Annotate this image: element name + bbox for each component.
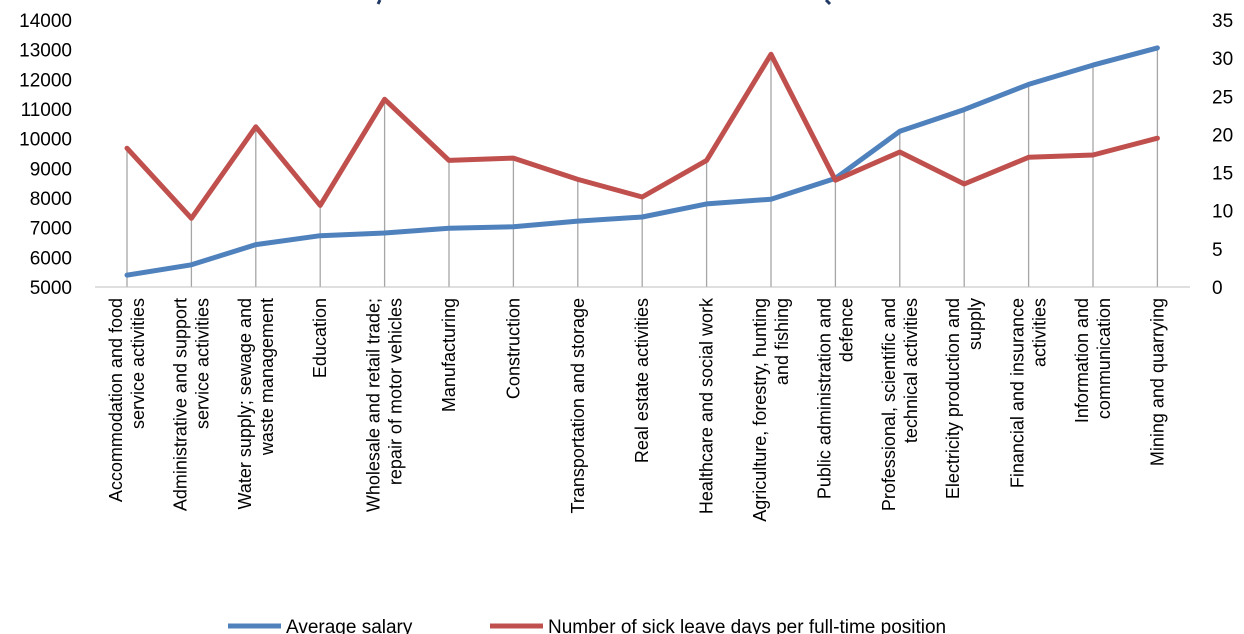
right-axis-tick-label: 20	[1212, 125, 1233, 146]
category-label: activities	[1030, 298, 1050, 367]
left-axis-tick-label: 10000	[19, 130, 72, 151]
category-labels: Accommodation and food service activities…	[106, 297, 1167, 522]
category-label: Manufacturing	[439, 298, 459, 412]
category-label: Transportation and storage	[568, 298, 588, 513]
series-line-sick-leave-days	[124, 51, 1160, 221]
category-label: Information and	[1072, 298, 1092, 423]
legend: Average salary Number of sick leave days…	[228, 617, 946, 634]
category-label: Education	[310, 298, 330, 378]
right-axis-tick-label: 35	[1212, 11, 1233, 32]
left-axis-tick-label: 14000	[19, 11, 72, 32]
left-axis-tick-label: 13000	[19, 41, 72, 62]
right-axis-tick-label: 0	[1212, 278, 1223, 299]
right-axis-tick-label: 10	[1212, 202, 1233, 223]
right-axis-tick-label: 25	[1212, 87, 1233, 108]
category-label: communication	[1094, 298, 1114, 419]
category-label: Water supply; sewage and	[235, 298, 255, 509]
left-axis-tick-label: 9000	[30, 159, 72, 180]
right-axis-tick-label: 5	[1212, 240, 1223, 261]
category-label: technical activities	[901, 298, 921, 443]
category-label: Financial and insurance	[1008, 298, 1028, 488]
category-label: and fishing	[772, 298, 792, 385]
left-axis-tick-label: 7000	[30, 219, 72, 240]
left-axis-tick-label: 8000	[30, 189, 72, 210]
left-axis-tick-label: 11000	[21, 100, 72, 121]
category-label: Real estate activities	[632, 298, 652, 463]
category-label: Mining and quarrying	[1147, 298, 1167, 466]
category-label: service activities	[192, 298, 212, 429]
category-label: Accommodation and food	[106, 298, 126, 502]
category-label: Electricity production and	[943, 298, 963, 499]
category-label: waste management	[257, 298, 277, 456]
category-label: Administrative and support	[170, 298, 190, 511]
series-line-average-salary	[124, 45, 1160, 278]
series-group	[124, 45, 1160, 278]
right-axis-tick-label: 15	[1212, 164, 1233, 185]
left-axis-tick-label: 12000	[19, 70, 72, 91]
legend-label-sick-leave: Number of sick leave days per full-time …	[548, 617, 946, 634]
category-label: Agriculture, forestry, hunting	[750, 298, 770, 522]
right-axis-tick-label: 30	[1212, 49, 1233, 70]
legend-label-average-salary: Average salary	[286, 617, 413, 634]
drop-lines	[126, 47, 1159, 287]
category-label: service activities	[128, 298, 148, 429]
category-label: supply	[965, 298, 985, 350]
left-axis: 5000 6000 7000 8000 9000 10000 11000 12000 13000…	[19, 11, 72, 299]
chart-title-fragment	[376, 0, 832, 6]
category-label: repair of motor vehicles	[386, 298, 406, 485]
category-label: Wholesale and retail trade;	[364, 298, 384, 512]
category-label: defence	[836, 298, 856, 362]
left-axis-tick-label: 6000	[30, 248, 72, 269]
category-label: Construction	[503, 298, 523, 399]
category-label: Professional, scientific and	[879, 298, 899, 511]
left-axis-tick-label: 5000	[30, 278, 72, 299]
right-axis: 0 5 10 15 20 25 30 35	[1212, 11, 1233, 299]
category-label: Healthcare and social work	[697, 297, 717, 514]
category-label: Public administration and	[814, 298, 834, 499]
